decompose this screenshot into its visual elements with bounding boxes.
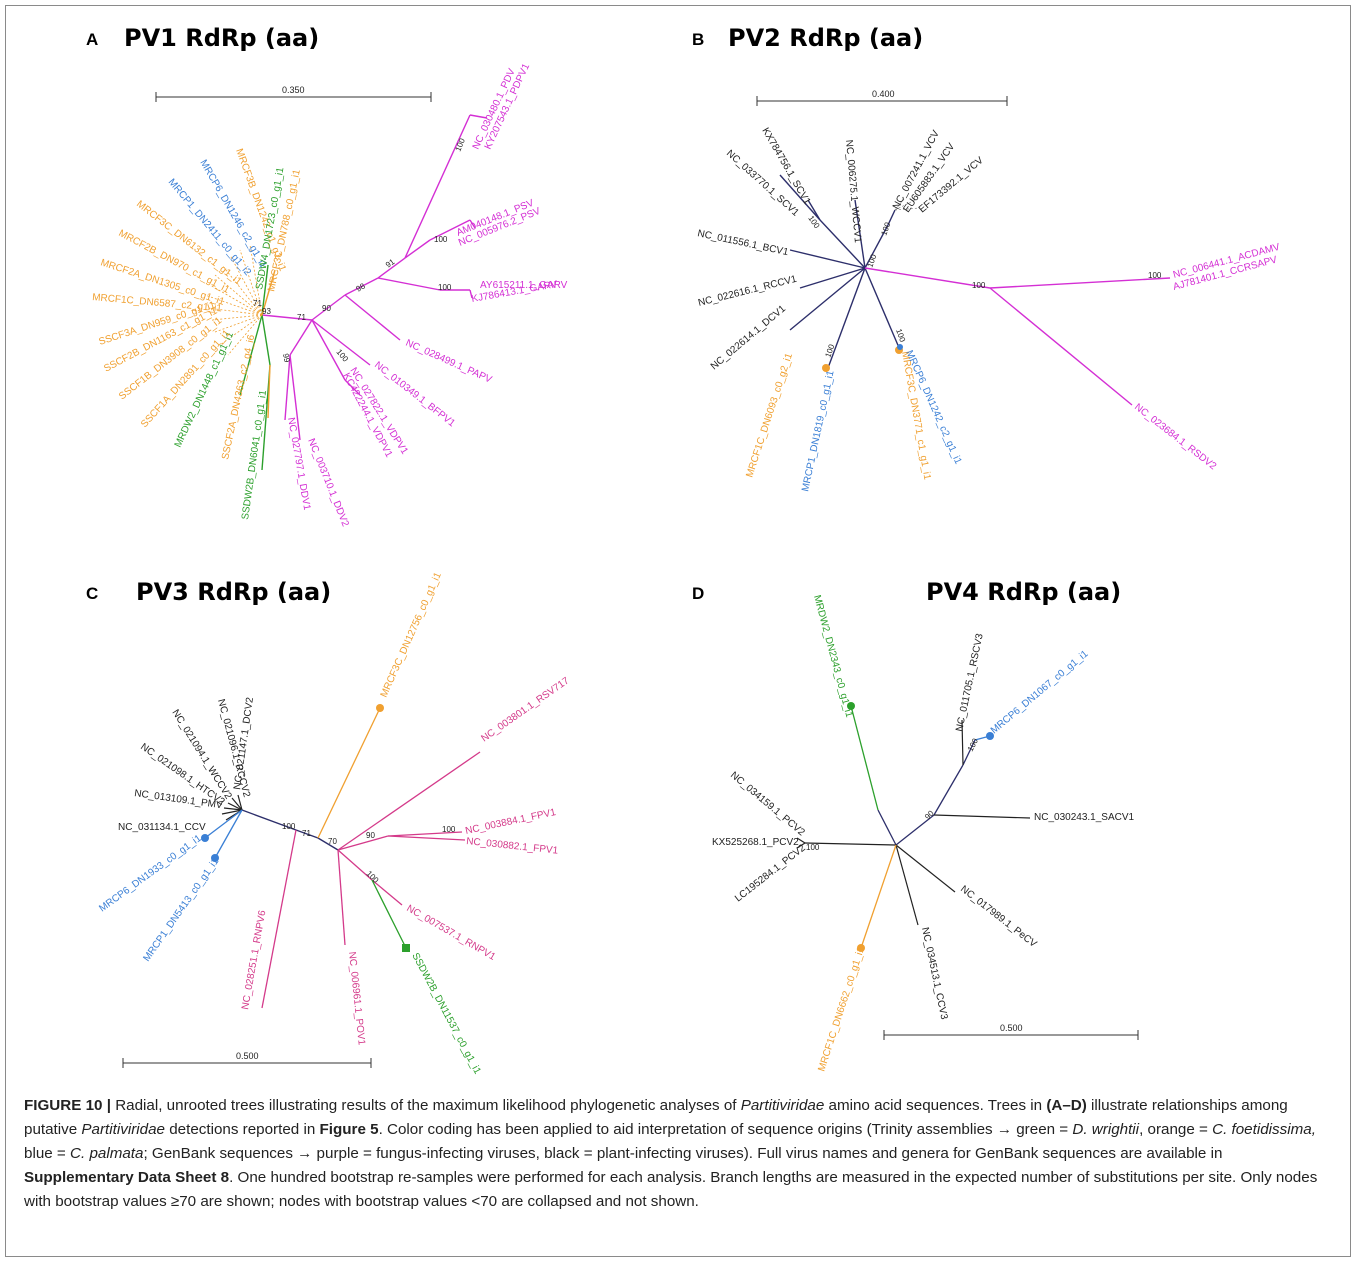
scale-bar-c xyxy=(122,1058,372,1068)
bootstrap-d: 90 xyxy=(923,808,936,821)
caption-text: illustrate relationships among putative xyxy=(24,1097,1288,1138)
node-marker-d-green xyxy=(847,702,855,710)
tip-label-d: NC_034159.1_PCV2 xyxy=(728,770,807,839)
figure-frame xyxy=(5,5,1351,1257)
node-marker-d-blue xyxy=(986,732,994,740)
branches-c-tips xyxy=(204,707,481,1009)
tip-label-d: MRDW2_DN2343_c0_g1_i1 xyxy=(811,594,854,719)
node-marker-c-orange xyxy=(376,704,384,712)
branches-d-plant xyxy=(796,719,1031,926)
bootstrap-b: 100 xyxy=(823,343,836,359)
scale-label-a: 0.350 xyxy=(282,85,305,95)
caption-italic: Partitiviridae xyxy=(81,1121,165,1138)
caption-text: , orange = xyxy=(1139,1121,1213,1138)
tip-label-d: NC_030243.1_SACV1 xyxy=(1034,812,1135,823)
scale-label-b: 0.400 xyxy=(872,89,895,99)
tip-label-d: KX525268.1_PCV2 xyxy=(712,837,799,848)
figure-caption: FIGURE 10 | Radial, unrooted trees illus… xyxy=(24,1094,1324,1214)
caption-text: detections reported in xyxy=(164,1121,320,1138)
bootstrap-c: 100 xyxy=(282,822,296,831)
node-marker-b-blue xyxy=(897,344,903,350)
collapsed-fan-a xyxy=(204,244,263,356)
tip-label-d: LC195284.1_PCV2 xyxy=(733,842,808,904)
tip-label-d: NC_034513.1_CCV3 xyxy=(919,926,949,1021)
panel-a-letter: A xyxy=(86,30,99,49)
bootstrap-a: 93 xyxy=(262,307,271,316)
scale-label-d: 0.500 xyxy=(1000,1023,1023,1033)
caption-italic: C. foetidissima, xyxy=(1212,1121,1316,1138)
panel-b-title: PV2 RdRp (aa) xyxy=(728,24,924,52)
caption-italic: C. palmata xyxy=(70,1145,144,1162)
caption-italic: D. wrightii xyxy=(1072,1121,1140,1138)
bootstrap-a: 100 xyxy=(434,235,448,244)
caption-text: amino acid sequences. Trees in xyxy=(824,1097,1047,1114)
tree-a: 0.350 xyxy=(92,62,568,529)
tree-c: 0.500 100 71 70 90 100 100 xyxy=(97,570,571,1076)
caption-figure-label: FIGURE 10 | xyxy=(24,1097,111,1114)
tree-d: 0.500 100 90 100 MRDW2_DN2343_c0_g1_i1 N… xyxy=(712,594,1139,1073)
tip-label-d: NC_017989.1_PeCV xyxy=(958,884,1039,950)
panel-d-title: PV4 RdRp (aa) xyxy=(926,578,1122,606)
caption-figure-ref[interactable]: Figure 5 xyxy=(319,1121,379,1138)
tip-label-a: AY615211.1_GARV xyxy=(480,280,568,291)
panel-b-letter: B xyxy=(692,30,705,49)
node-marker-c-blue xyxy=(201,834,209,842)
bootstrap-a: 90 xyxy=(322,304,331,313)
panel-d-letter: D xyxy=(692,584,705,603)
bootstrap-c: 71 xyxy=(302,829,311,838)
collapsed-fan-b xyxy=(894,197,921,211)
tip-label-d: MRCF1C_DN6662_c0_g1_i1 xyxy=(816,945,867,1073)
node-marker-b-orange xyxy=(822,364,830,372)
branches-d-backbone xyxy=(877,739,976,846)
scale-label-c: 0.500 xyxy=(236,1051,259,1061)
panel-a-title: PV1 RdRp (aa) xyxy=(124,24,320,52)
caption-text: . Color coding has been applied to aid i… xyxy=(378,1121,1073,1138)
node-marker-c-blue xyxy=(211,854,219,862)
caption-text: Radial, unrooted trees illustrating resu… xyxy=(110,1097,741,1114)
branches-b-plant xyxy=(779,174,901,369)
bootstrap-d: 100 xyxy=(806,843,820,852)
bootstrap-a: 99 xyxy=(281,353,292,364)
bootstrap-a: 71 xyxy=(253,299,262,308)
scale-bar-d xyxy=(883,1030,1139,1040)
bootstrap-labels-d: 100 90 100 xyxy=(806,736,980,852)
branches-a-cluster xyxy=(239,264,276,471)
panel-c-title: PV3 RdRp (aa) xyxy=(136,578,332,606)
scale-bar-a xyxy=(155,92,432,102)
tree-b: 0.400 100 100 100 100 100 100 100 xyxy=(696,89,1281,493)
bootstrap-c: 90 xyxy=(366,831,375,840)
tip-label-c: NC_031134.1_CCV xyxy=(118,822,206,833)
bootstrap-b: 100 xyxy=(894,328,907,344)
bootstrap-c: 100 xyxy=(442,825,456,834)
scale-bar-b xyxy=(756,96,1008,106)
caption-supplementary-ref[interactable]: Supplementary Data Sheet 8 xyxy=(24,1169,230,1186)
bootstrap-a: 100 xyxy=(438,283,452,292)
caption-text: . One hundred bootstrap re-samples were … xyxy=(24,1169,1318,1210)
bootstrap-b: 100 xyxy=(972,281,986,290)
bootstrap-b: 100 xyxy=(1148,271,1162,280)
caption-italic: Partitiviridae xyxy=(740,1097,825,1114)
node-marker-d-orange xyxy=(857,944,865,952)
tip-label-d: NC_011705.1_RSCV3 xyxy=(954,632,986,732)
branches-c-backbone xyxy=(241,809,339,851)
bootstrap-b: 100 xyxy=(879,221,892,237)
bootstrap-a: 71 xyxy=(297,313,306,322)
bootstrap-c: 70 xyxy=(328,837,337,846)
tip-label-d: MRCP6_DN1067_c0_g1_i1 xyxy=(989,648,1091,736)
tip-labels-d: MRDW2_DN2343_c0_g1_i1 NC_011705.1_RSCV3 … xyxy=(712,594,1135,1073)
caption-bold: (A–D) xyxy=(1046,1097,1087,1114)
bootstrap-b: 100 xyxy=(865,253,878,269)
branches-a-purple xyxy=(261,114,488,441)
panel-c-letter: C xyxy=(86,584,99,603)
caption-text: ; GenBank sequences → purple = fungus-in… xyxy=(143,1145,1223,1162)
caption-text: blue = xyxy=(24,1145,71,1162)
node-marker-c-green xyxy=(402,944,410,952)
